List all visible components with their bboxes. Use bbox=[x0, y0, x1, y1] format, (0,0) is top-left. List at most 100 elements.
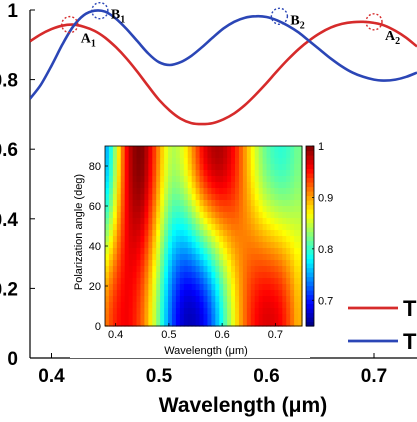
colorbar-step bbox=[306, 218, 314, 224]
heatmap-cell bbox=[160, 236, 165, 243]
heatmap-cell bbox=[274, 296, 279, 303]
heatmap-cell bbox=[286, 218, 291, 225]
heatmap-cell bbox=[235, 272, 240, 279]
heatmap-cell bbox=[274, 164, 279, 171]
heatmap-cell bbox=[179, 152, 185, 159]
heatmap-cell bbox=[270, 164, 276, 171]
heatmap-cell bbox=[258, 260, 264, 267]
heatmap-cell bbox=[290, 206, 295, 213]
heatmap-cell bbox=[152, 170, 157, 177]
heatmap-cell bbox=[278, 230, 283, 237]
heatmap-cell bbox=[164, 206, 169, 213]
heatmap-cell bbox=[238, 188, 244, 195]
heatmap-cell bbox=[179, 290, 185, 297]
colorbar-step bbox=[306, 245, 314, 251]
heatmap-cell bbox=[179, 284, 185, 291]
heatmap-cell bbox=[274, 188, 279, 195]
heatmap-cell bbox=[254, 314, 260, 321]
heatmap-cell bbox=[266, 290, 272, 297]
heatmap-cell bbox=[215, 320, 220, 327]
heatmap-cell bbox=[215, 200, 220, 207]
heatmap-cell bbox=[231, 176, 236, 183]
heatmap-cell bbox=[203, 248, 209, 255]
heatmap-cell bbox=[246, 218, 252, 225]
heatmap-cell bbox=[105, 302, 110, 309]
heatmap-cell bbox=[242, 218, 248, 225]
heatmap-cell bbox=[132, 158, 138, 165]
heatmap-cell bbox=[270, 260, 276, 267]
heatmap-cell bbox=[187, 200, 193, 207]
heatmap-cell bbox=[258, 296, 264, 303]
heatmap-cell bbox=[227, 320, 232, 327]
heatmap-cell bbox=[254, 176, 260, 183]
heatmap-cell bbox=[246, 290, 252, 297]
heatmap-cell bbox=[171, 254, 177, 261]
heatmap-cell bbox=[227, 164, 232, 171]
heatmap-cell bbox=[278, 188, 283, 195]
heatmap-cell bbox=[140, 146, 145, 153]
heatmap-cell bbox=[278, 290, 283, 297]
colorbar-step bbox=[306, 281, 314, 287]
colorbar-tick-label: 1 bbox=[318, 141, 324, 153]
heatmap-cell bbox=[144, 290, 149, 297]
heatmap-cell bbox=[132, 308, 138, 315]
colorbar-step bbox=[306, 321, 314, 327]
colorbar-step bbox=[306, 177, 314, 183]
heatmap-cell bbox=[270, 248, 276, 255]
heatmap-cell bbox=[278, 314, 283, 321]
heatmap-cell bbox=[105, 230, 110, 237]
colorbar-step bbox=[306, 276, 314, 282]
heatmap-cell bbox=[278, 194, 283, 201]
heatmap-cell bbox=[254, 302, 260, 309]
heatmap-cell bbox=[254, 158, 260, 165]
heatmap-cell bbox=[187, 302, 193, 309]
heatmap-cell bbox=[144, 296, 149, 303]
heatmap-cell bbox=[140, 260, 145, 267]
heatmap-cell bbox=[211, 164, 216, 171]
heatmap-cell bbox=[171, 242, 177, 249]
heatmap-cell bbox=[164, 176, 169, 183]
colorbar-step bbox=[306, 227, 314, 233]
heatmap-cell bbox=[168, 164, 173, 171]
heatmap-cell bbox=[270, 242, 276, 249]
heatmap-cell bbox=[112, 194, 118, 201]
heatmap-cell bbox=[156, 320, 161, 327]
heatmap-cell bbox=[258, 152, 264, 159]
heatmap-cell bbox=[266, 152, 272, 159]
heatmap-cell bbox=[164, 302, 169, 309]
heatmap-cell bbox=[278, 302, 283, 309]
heatmap-cell bbox=[124, 314, 130, 321]
heatmap-cell bbox=[207, 188, 212, 195]
heatmap-cell bbox=[140, 236, 145, 243]
heatmap-cell bbox=[191, 284, 197, 291]
heatmap-cell bbox=[246, 320, 252, 327]
heatmap-cell bbox=[168, 278, 173, 285]
heatmap-cell bbox=[270, 176, 276, 183]
heatmap-cell bbox=[278, 272, 283, 279]
heatmap-cell bbox=[124, 254, 130, 261]
heatmap-cell bbox=[112, 284, 118, 291]
heatmap-cell bbox=[290, 170, 295, 177]
heatmap-cell bbox=[183, 224, 189, 231]
heatmap-cell bbox=[128, 272, 134, 279]
heatmap-cell bbox=[235, 266, 240, 273]
heatmap-cell bbox=[250, 290, 256, 297]
heatmap-cell bbox=[108, 266, 114, 273]
heatmap-cell bbox=[160, 314, 165, 321]
heatmap-cell bbox=[179, 182, 185, 189]
heatmap-cell bbox=[258, 236, 264, 243]
heatmap-cell bbox=[231, 218, 236, 225]
heatmap-cell bbox=[164, 188, 169, 195]
heatmap-cell bbox=[160, 182, 165, 189]
heatmap-cell bbox=[238, 170, 244, 177]
heatmap-cell bbox=[250, 230, 256, 237]
heatmap-cell bbox=[211, 182, 216, 189]
heatmap-cell bbox=[266, 158, 272, 165]
heatmap-cell bbox=[231, 302, 236, 309]
heatmap-cell bbox=[164, 224, 169, 231]
heatmap-cell bbox=[266, 170, 272, 177]
heatmap-cell bbox=[290, 302, 295, 309]
heatmap-cell bbox=[171, 302, 177, 309]
heatmap-cell bbox=[270, 236, 276, 243]
heatmap-cell bbox=[262, 320, 268, 327]
